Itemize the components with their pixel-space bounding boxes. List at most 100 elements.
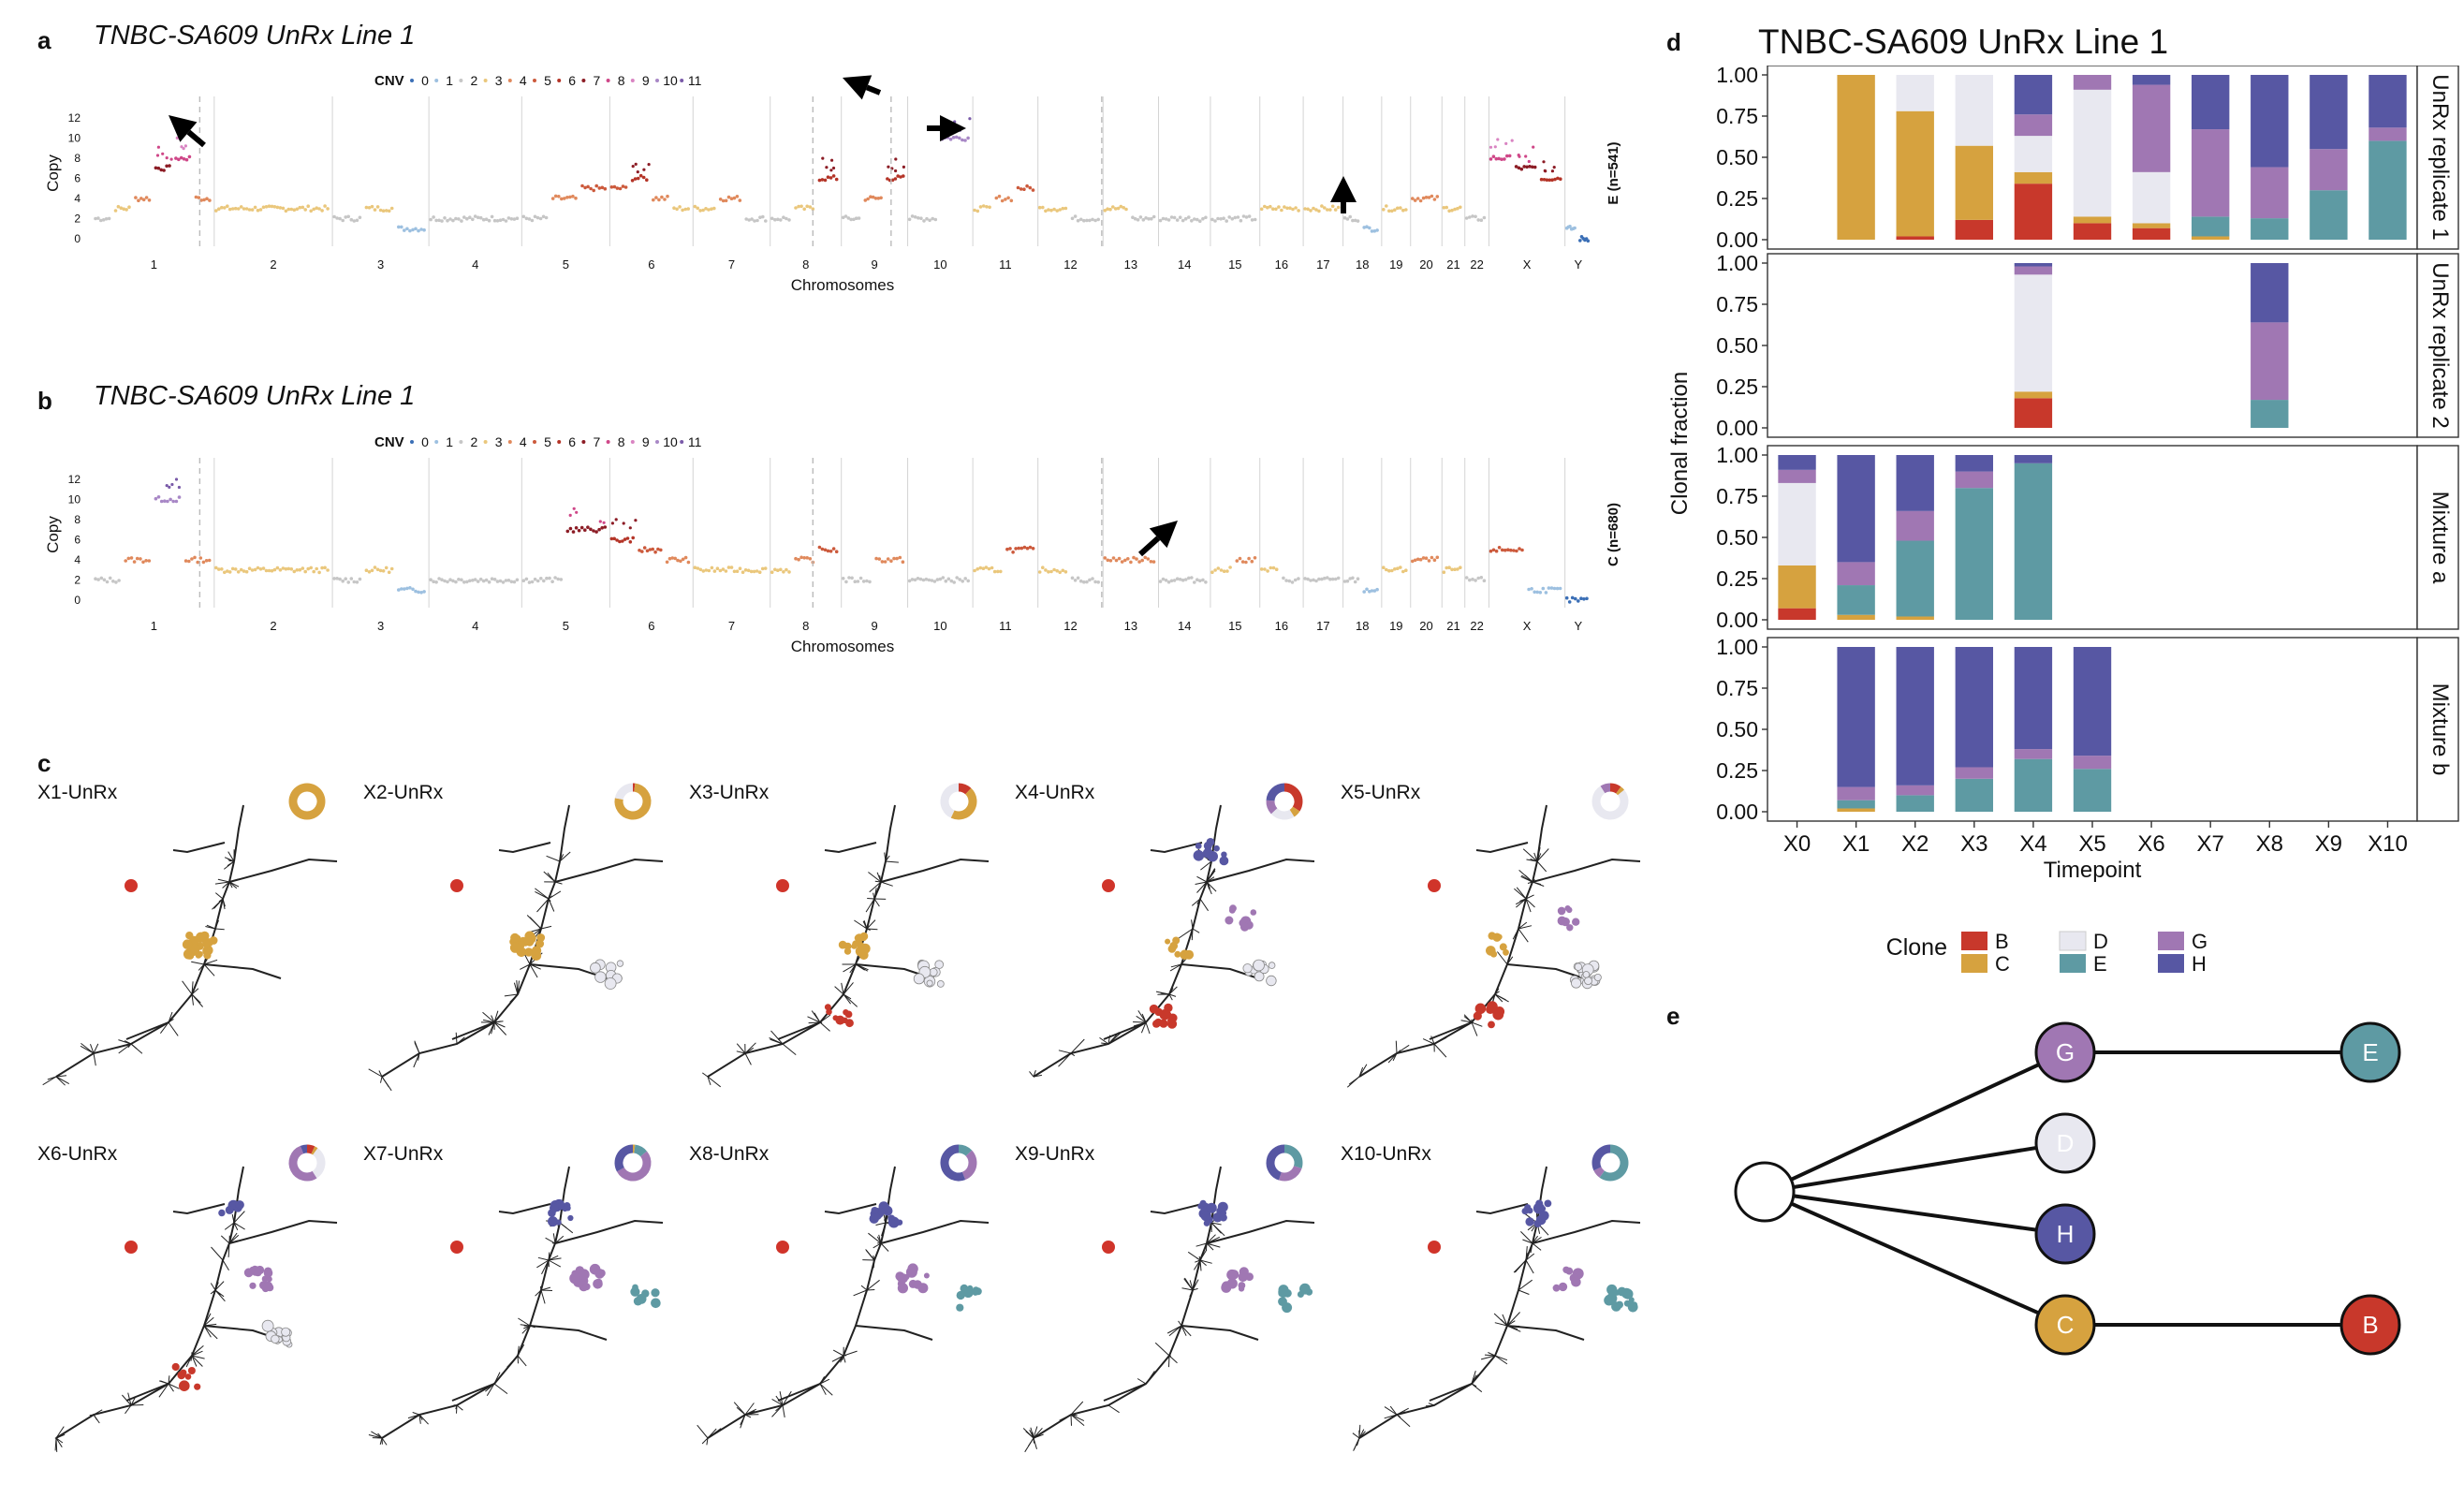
copy-number-point [681, 208, 684, 213]
tree-twig [220, 1235, 230, 1244]
copy-number-point [226, 204, 229, 208]
copy-number-point [1049, 208, 1053, 213]
copy-number-point [301, 205, 305, 210]
cnv-legend-label: 6 [568, 434, 576, 449]
cluster-node [1616, 1300, 1623, 1309]
clone-cluster-d [261, 1319, 293, 1348]
copy-number-point [907, 579, 912, 583]
copy-number-point [938, 577, 943, 581]
cluster-node [956, 1290, 965, 1300]
cluster-node [824, 1004, 831, 1011]
copy-number-point [1028, 545, 1033, 550]
cluster-node [597, 1269, 606, 1277]
copy-number-point [338, 577, 342, 581]
copy-number-point [275, 205, 280, 210]
copy-number-point [244, 569, 249, 574]
clone-cluster-g [243, 1265, 274, 1293]
copy-number-point [1527, 587, 1531, 592]
y-tick-label: 1.00 [1716, 66, 1758, 87]
bar-segment [2369, 127, 2407, 141]
copy-number-point [533, 577, 537, 581]
cnv-legend-swatch [410, 79, 414, 82]
copy-number-point [1161, 216, 1166, 221]
tree-twig [1494, 993, 1509, 1003]
copy-number-point [1404, 568, 1408, 572]
chromosome-tick-label: 14 [1178, 257, 1191, 272]
tree-twig [1494, 993, 1503, 1003]
legend-label: H [2192, 952, 2207, 976]
cnv-legend-swatch [557, 79, 562, 82]
bar-segment [1955, 647, 1994, 768]
copy-number-point [1213, 219, 1217, 223]
copy-number-point [948, 138, 953, 141]
cluster-node [271, 1334, 280, 1344]
copy-number-point [1503, 157, 1506, 161]
copy-number-point [1418, 557, 1423, 562]
copy-number-point [187, 559, 191, 564]
x-axis-label: Timepoint [2044, 858, 2142, 883]
copy-number-point [501, 217, 506, 222]
tree-twig [744, 1042, 756, 1054]
copy-number-point [1122, 206, 1125, 210]
cluster-node [225, 1205, 234, 1214]
copy-number-point [1505, 154, 1509, 158]
copy-number-point [375, 205, 380, 209]
tree-root-node [450, 1241, 463, 1254]
copy-number-point [1031, 547, 1035, 551]
copy-number-point [1158, 218, 1163, 223]
chromosome-segment-points [770, 545, 839, 574]
copy-number-point [641, 175, 646, 180]
copy-number-point [338, 216, 342, 221]
bar-segment [1955, 219, 1994, 240]
chromosome-segment-points [973, 184, 1035, 213]
copy-number-point [899, 175, 902, 179]
copy-number-point [139, 557, 142, 561]
copy-number-point [896, 174, 900, 178]
tree-twig [517, 1345, 520, 1357]
tree-twig [548, 1257, 562, 1261]
copy-number-point [653, 550, 657, 554]
copy-number-point [1093, 580, 1097, 584]
clone-node-label: C [2057, 1311, 2075, 1339]
tree-edge [1764, 1050, 2066, 1194]
chromosome-tick-label: 19 [1389, 257, 1402, 272]
copy-number-point [460, 219, 463, 223]
tree-twig [520, 963, 531, 970]
tree-twig [233, 1211, 245, 1224]
copy-number-point [952, 580, 956, 584]
cluster-node [1212, 1212, 1223, 1223]
copy-number-point [264, 568, 269, 573]
copy-number-point [169, 497, 172, 502]
copy-number-point [1482, 215, 1487, 220]
tree-twig [1387, 1052, 1398, 1064]
copy-number-point [1345, 579, 1350, 583]
copy-number-point [770, 216, 774, 221]
copy-number-point [820, 178, 825, 182]
chromosome-segment-points [1342, 576, 1379, 594]
copy-number-point [1210, 570, 1214, 574]
tree-twig [873, 892, 875, 900]
copy-number-point [114, 580, 118, 584]
copy-number-point [594, 184, 598, 188]
cluster-node [1571, 1276, 1581, 1287]
cluster-node [1552, 1284, 1561, 1292]
tree-twig [819, 1378, 830, 1385]
bar-segment [1896, 540, 1934, 617]
copy-number-point [1070, 216, 1075, 221]
copy-number-point [621, 539, 624, 543]
copy-number-point [1303, 207, 1307, 211]
copy-number-point [429, 578, 433, 581]
facet-strip-label: Mixture a [2427, 492, 2453, 584]
copy-number-point [918, 577, 923, 581]
copy-number-point [286, 207, 291, 212]
copy-number-point [165, 156, 169, 160]
tree-twig [1494, 1355, 1508, 1365]
y-tick-label: 0.75 [1716, 292, 1758, 316]
tree-branch [498, 842, 551, 854]
clone-fraction-donut [614, 783, 652, 820]
copy-number-point [726, 195, 731, 199]
tree-twig [707, 1428, 722, 1439]
copy-number-point [834, 550, 839, 553]
cnv-legend-label: 11 [688, 434, 702, 449]
